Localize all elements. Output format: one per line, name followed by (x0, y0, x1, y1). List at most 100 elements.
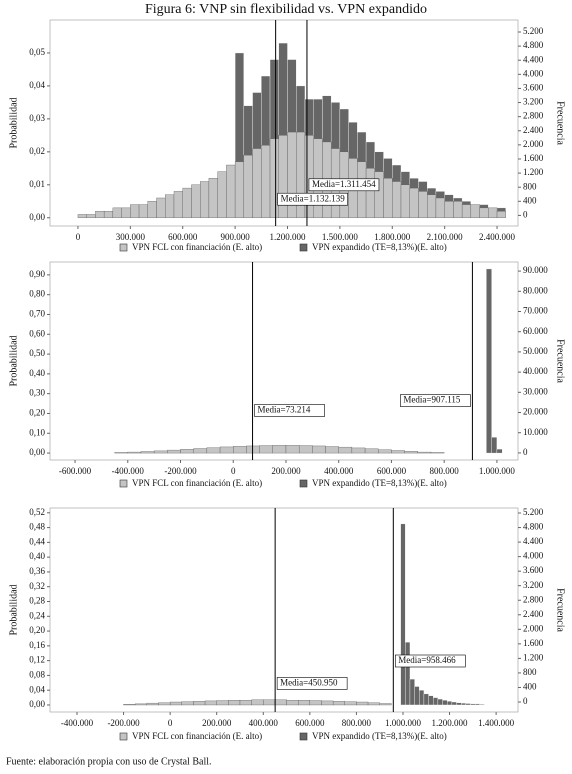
mean-label-box (254, 404, 325, 417)
histogram-bar (147, 201, 157, 218)
histogram-bar (208, 178, 218, 218)
histogram-bar (470, 204, 480, 218)
y-axis-label: Probabilidad (8, 584, 19, 635)
histogram-bar (461, 702, 467, 706)
y-tick-label: 0,00 (29, 699, 45, 709)
histogram-bar (146, 702, 159, 706)
y2-tick-label: 1.600 (523, 638, 544, 648)
histogram-bar (251, 699, 264, 706)
y2-tick-label: 0 (523, 209, 528, 219)
histogram-bar (239, 699, 252, 706)
histogram-bar (158, 702, 171, 706)
histogram-bar (430, 452, 445, 454)
histogram-bar (114, 452, 128, 454)
x-tick-label: 0 (168, 718, 173, 728)
x-tick-label: 800.000 (430, 466, 460, 476)
y-tick-label: 0,52 (29, 507, 45, 517)
histogram-bar (309, 700, 322, 706)
y-tick-label: 0,36 (29, 566, 45, 576)
y2-tick-label: 2.400 (523, 609, 544, 619)
histogram-bar (437, 698, 443, 706)
mean-label-box (277, 192, 348, 206)
y2-tick-label: 3.200 (523, 97, 544, 107)
histogram-bar (77, 214, 87, 218)
x-tick-label: 0 (76, 232, 81, 242)
x-tick-label: 600.000 (295, 718, 325, 728)
histogram-bar (427, 194, 437, 218)
x-tick-label: 1.800.000 (374, 232, 411, 242)
y2-tick-label: 1.200 (523, 167, 544, 177)
histogram-bar (417, 451, 432, 454)
mean-label-box (395, 654, 466, 668)
y-tick-label: 0,03 (29, 113, 45, 123)
x-tick-label: 1.200.000 (269, 232, 306, 242)
x-tick-label: 1.200.000 (432, 718, 469, 728)
histogram-bar (461, 204, 472, 218)
histogram-bar (405, 641, 411, 706)
histogram-bar (269, 138, 279, 218)
histogram-bar (206, 447, 221, 454)
histogram-bar (456, 702, 462, 706)
y2-tick-label: 3.600 (523, 82, 544, 92)
histogram-bar (321, 700, 334, 706)
y-tick-label: 0,05 (29, 47, 45, 57)
x-tick-label: -600.000 (59, 466, 92, 476)
x-tick-label: -200.000 (164, 466, 197, 476)
histogram-bar (364, 448, 379, 454)
x-tick-label: 1.000.000 (385, 718, 422, 728)
histogram-bar (286, 699, 299, 706)
histogram-bar (435, 197, 445, 218)
histogram-bar (182, 187, 192, 218)
mean-label: Media=1.311.454 (312, 179, 376, 189)
histogram-bar (491, 437, 498, 454)
y-tick-label: 0,08 (29, 669, 45, 679)
histogram-bar (165, 194, 175, 218)
histogram-bar (112, 207, 122, 218)
mean-label: Media=1.132.139 (281, 193, 346, 203)
source-note: Fuente: elaboración propia con uso de Cr… (6, 756, 212, 767)
x-tick-label: 400.000 (249, 718, 279, 728)
mean-label: Media=450.950 (280, 678, 338, 688)
histogram-bar (365, 168, 375, 218)
y2-tick-label: 50.000 (523, 346, 548, 356)
histogram-bar (226, 164, 236, 218)
histogram-bar (338, 446, 353, 454)
y-tick-label: 0,28 (29, 596, 45, 606)
histogram-bar (167, 449, 181, 454)
y-tick-label: 0,80 (29, 289, 45, 299)
histogram-bar (200, 181, 210, 218)
x-tick-label: -400.000 (61, 718, 94, 728)
y-tick-label: 0,32 (29, 581, 45, 591)
histogram-bar (123, 704, 136, 706)
histogram-bar (86, 214, 96, 218)
histogram-bar (272, 445, 287, 454)
histogram-bar (130, 204, 140, 218)
y-tick-label: 0,10 (29, 427, 45, 437)
y2-tick-label: 1.200 (523, 652, 544, 662)
chart-panel: -400.000 -200.000 0 200.000 400.000 600.000 80… (8, 507, 565, 741)
y-tick-label: 0,20 (29, 625, 45, 635)
mean-label: Media=907.115 (403, 395, 460, 405)
histogram-bar (298, 445, 313, 454)
legend-label: VPN expandido (TE=8,13%)(E. alto) (312, 478, 447, 488)
histogram-bar (325, 446, 339, 454)
y2-tick-label: 5.200 (523, 26, 544, 36)
histogram-bar (140, 451, 155, 454)
histogram-bar (261, 145, 271, 218)
histogram-bar (153, 450, 168, 454)
y-tick-label: 0,24 (29, 610, 45, 620)
y-tick-label: 0,60 (29, 328, 45, 338)
y-tick-label: 0,90 (29, 269, 45, 279)
y2-tick-label: 4.000 (523, 68, 544, 78)
histogram-bar (252, 148, 262, 218)
histogram-bar (404, 451, 418, 454)
figure-title: Figura 6: VNP sin flexibilidad vs. VPN e… (145, 2, 427, 17)
histogram-bar (428, 695, 434, 706)
y2-tick-label: 400 (523, 195, 537, 205)
y2-tick-label: 0 (523, 447, 528, 457)
y2-tick-label: 3.600 (523, 565, 544, 575)
y2-tick-label: 1.600 (523, 153, 544, 163)
y2-tick-label: 2.400 (523, 125, 544, 135)
x-tick-label: 600.000 (377, 466, 407, 476)
histogram-bar (217, 171, 227, 218)
